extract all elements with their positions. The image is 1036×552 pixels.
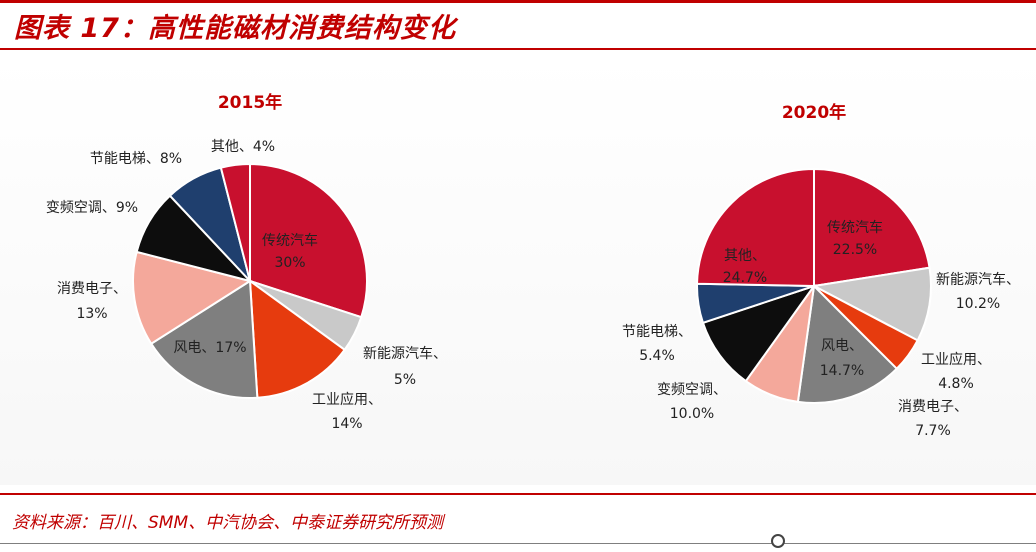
figure-title: 图表 17：高性能磁材消费结构变化 xyxy=(14,13,456,44)
slice-value-label: 22.5% xyxy=(833,242,877,258)
slice-label: 节能电梯、 xyxy=(622,324,692,340)
pie-slice xyxy=(249,162,368,319)
slice-value-label: 13% xyxy=(76,306,107,322)
pie-slice xyxy=(248,278,347,399)
pie-slice xyxy=(149,279,259,399)
source-note: 资料来源：百川、SMM、中汽协会、中泰证券研究所预测 xyxy=(12,513,444,533)
slice-label: 消费电子、 xyxy=(57,281,127,297)
bottom-rule xyxy=(0,543,1036,544)
slice-label: 消费电子、 xyxy=(898,399,968,415)
slice-label: 新能源汽车、 xyxy=(936,271,1020,288)
slice-value-label: 7.7% xyxy=(915,423,951,439)
slice-value-label: 14.7% xyxy=(820,363,864,379)
slice-label: 新能源汽车、 xyxy=(363,345,447,362)
slice-label: 风电、17% xyxy=(173,340,246,356)
pie-slice xyxy=(696,167,815,288)
pie-slice xyxy=(701,284,817,383)
slice-label: 传统汽车 xyxy=(262,232,318,249)
slice-value-label: 5.4% xyxy=(639,348,675,364)
pie-slice xyxy=(219,162,251,282)
pie-slice xyxy=(132,250,253,346)
slice-label: 工业应用、 xyxy=(921,351,991,368)
slice-value-label: 10.0% xyxy=(670,406,714,422)
slice-value-label: 30% xyxy=(274,255,305,271)
top-rule xyxy=(0,0,1036,3)
title-rule xyxy=(0,48,1036,50)
slice-value-label: 5% xyxy=(394,372,416,388)
slice-label: 变频空调、 xyxy=(657,382,727,398)
slice-label: 风电、 xyxy=(821,338,863,354)
pie-slice xyxy=(796,283,899,404)
pie-title: 2020年 xyxy=(782,102,846,123)
scroll-handle[interactable] xyxy=(771,534,785,548)
slice-value-label: 10.2% xyxy=(956,296,1000,312)
slice-label: 其他、 xyxy=(724,248,766,264)
pie-slice xyxy=(810,266,932,342)
slice-value-label: 24.7% xyxy=(723,270,767,286)
slice-label: 节能电梯、8% xyxy=(90,151,182,167)
slice-label: 其他、4% xyxy=(211,139,275,155)
slice-label: 变频空调、9% xyxy=(46,200,138,216)
slice-label: 传统汽车 xyxy=(827,219,883,236)
pie-slice xyxy=(813,167,931,288)
slice-value-label: 14% xyxy=(331,416,362,432)
slice-value-label: 4.8% xyxy=(938,376,974,392)
source-rule xyxy=(0,493,1036,495)
pie-title: 2015年 xyxy=(218,92,282,113)
slice-label: 工业应用、 xyxy=(312,391,382,408)
